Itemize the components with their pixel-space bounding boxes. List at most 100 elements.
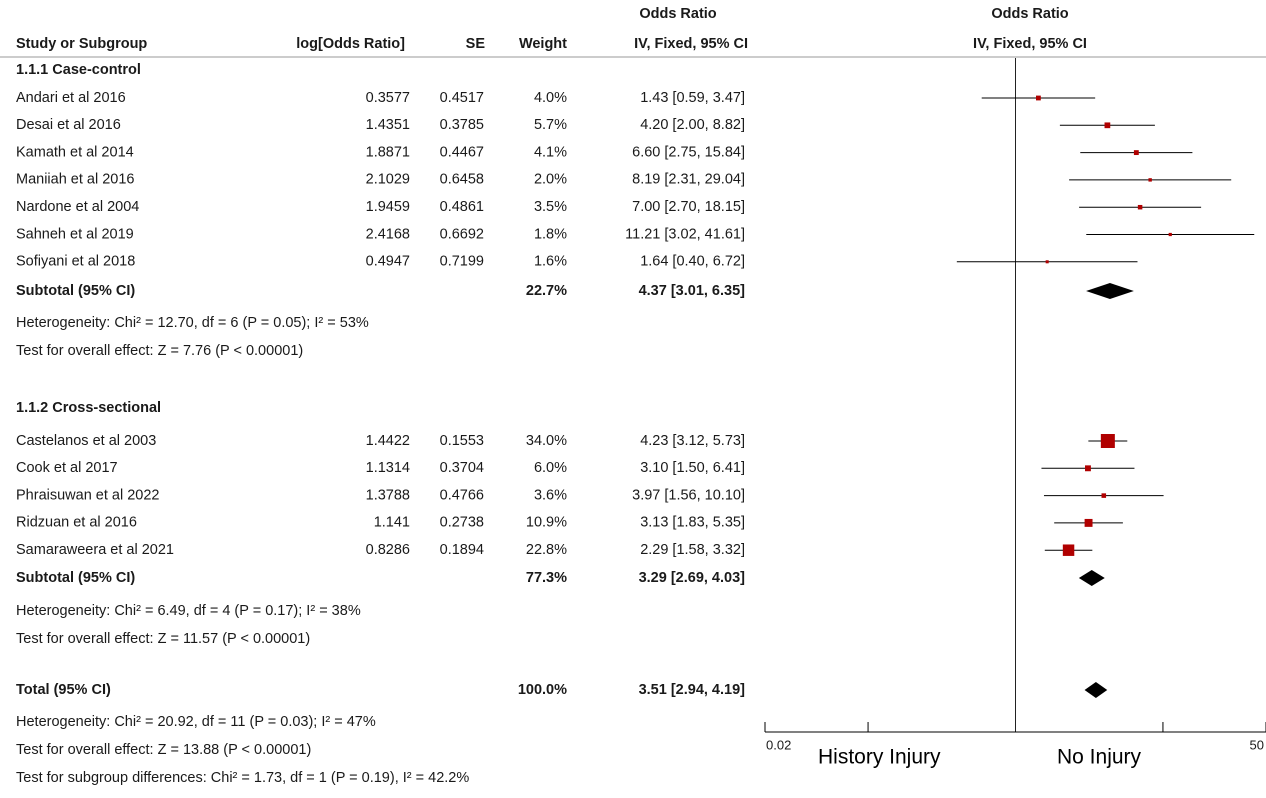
log-odds-ratio: 1.3788: [366, 487, 410, 503]
study-marker: [1104, 122, 1111, 129]
odds-ratio-ci: 3.13 [1.83, 5.35]: [640, 515, 745, 531]
study-name: Andari et al 2016: [16, 90, 126, 106]
overall-effect: Test for overall effect: Z = 11.57 (P < …: [16, 631, 310, 647]
weight: 1.6%: [534, 254, 567, 270]
subtotal-label: Total (95% CI): [16, 682, 111, 698]
study-marker: [1100, 434, 1115, 448]
standard-error: 0.1894: [440, 542, 484, 558]
log-odds-ratio: 1.4351: [366, 117, 410, 133]
weight: 34.0%: [526, 433, 567, 449]
study-name: Sofiyani et al 2018: [16, 254, 135, 270]
odds-ratio-ci: 4.20 [2.00, 8.82]: [640, 117, 745, 133]
log-odds-ratio: 1.1314: [366, 460, 410, 476]
odds-ratio-ci: 3.10 [1.50, 6.41]: [640, 460, 745, 476]
standard-error: 0.4467: [440, 144, 484, 160]
weight: 4.1%: [534, 144, 567, 160]
subtotal-label: Subtotal (95% CI): [16, 570, 135, 586]
column-header: log[Odds Ratio]: [296, 36, 405, 52]
study-marker: [1168, 232, 1172, 237]
study-marker: [1085, 465, 1091, 472]
standard-error: 0.4517: [440, 90, 484, 106]
summary-diamond: [1078, 570, 1105, 586]
standard-error: 0.3704: [440, 460, 484, 476]
subgroup-differences: Test for subgroup differences: Chi² = 1.…: [16, 770, 469, 786]
odds-ratio-ci: 3.29 [2.69, 4.03]: [639, 570, 746, 586]
standard-error: 0.3785: [440, 117, 484, 133]
study-marker: [1133, 150, 1139, 156]
label-box: [1040, 738, 1190, 778]
right-axis-label: No Injury: [1057, 746, 1142, 769]
study-marker: [1084, 518, 1093, 527]
x-tick-label: 50: [1250, 737, 1264, 752]
study-name: Sahneh et al 2019: [16, 226, 134, 242]
weight: 4.0%: [534, 90, 567, 106]
log-odds-ratio: 2.1029: [366, 172, 410, 188]
study-marker: [1045, 260, 1049, 264]
log-odds-ratio: 1.8871: [366, 144, 410, 160]
odds-ratio-ci: 4.23 [3.12, 5.73]: [640, 433, 745, 449]
column-header: IV, Fixed, 95% CI: [634, 36, 748, 52]
group-title: 1.1.2 Cross-sectional: [16, 400, 161, 416]
column-header: Study or Subgroup: [16, 36, 147, 52]
odds-ratio-ci: 2.29 [1.58, 3.32]: [640, 542, 745, 558]
standard-error: 0.1553: [440, 433, 484, 449]
study-name: Samaraweera et al 2021: [16, 542, 174, 558]
heterogeneity: Heterogeneity: Chi² = 12.70, df = 6 (P =…: [16, 315, 369, 331]
weight: 77.3%: [526, 570, 567, 586]
odds-ratio-ci: 7.00 [2.70, 18.15]: [632, 199, 745, 215]
study-name: Phraisuwan et al 2022: [16, 487, 160, 503]
study-name: Castelanos et al 2003: [16, 433, 156, 449]
standard-error: 0.4861: [440, 199, 484, 215]
odds-ratio-ci: 3.97 [1.56, 10.10]: [632, 487, 745, 503]
overall-effect: Test for overall effect: Z = 7.76 (P < 0…: [16, 343, 303, 359]
standard-error: 0.2738: [440, 515, 484, 531]
log-odds-ratio: 0.4947: [366, 254, 410, 270]
odds-ratio-ci: 8.19 [2.31, 29.04]: [632, 172, 745, 188]
log-odds-ratio: 0.3577: [366, 90, 410, 106]
weight: 2.0%: [534, 172, 567, 188]
odds-ratio-ci: 3.51 [2.94, 4.19]: [639, 682, 746, 698]
standard-error: 0.6458: [440, 172, 484, 188]
log-odds-ratio: 2.4168: [366, 226, 410, 242]
label-box: [805, 738, 995, 778]
summary-diamond: [1084, 682, 1108, 698]
weight: 10.9%: [526, 515, 567, 531]
log-odds-ratio: 0.8286: [366, 542, 410, 558]
weight: 22.7%: [526, 283, 567, 299]
summary-diamond: [1086, 283, 1134, 299]
weight: 22.8%: [526, 542, 567, 558]
study-name: Maniiah et al 2016: [16, 172, 135, 188]
heterogeneity: Heterogeneity: Chi² = 6.49, df = 4 (P = …: [16, 603, 361, 619]
study-marker: [1101, 493, 1107, 498]
study-marker: [1137, 204, 1143, 210]
odds-ratio-ci: 6.60 [2.75, 15.84]: [632, 144, 745, 160]
standard-error: 0.6692: [440, 226, 484, 242]
odds-ratio-ci: 1.43 [0.59, 3.47]: [640, 90, 745, 106]
column-header: SE: [466, 36, 486, 52]
study-marker: [1062, 544, 1075, 556]
weight: 1.8%: [534, 226, 567, 242]
study-name: Cook et al 2017: [16, 460, 118, 476]
odds-ratio-ci: 4.37 [3.01, 6.35]: [639, 283, 746, 299]
plot-header: Odds Ratio: [991, 6, 1068, 22]
standard-error: 0.7199: [440, 254, 484, 270]
heterogeneity: Heterogeneity: Chi² = 20.92, df = 11 (P …: [16, 714, 376, 730]
column-header: Odds Ratio: [639, 6, 716, 22]
overall-effect: Test for overall effect: Z = 13.88 (P < …: [16, 742, 311, 758]
weight: 100.0%: [518, 682, 567, 698]
log-odds-ratio: 1.9459: [366, 199, 410, 215]
group-title: 1.1.1 Case-control: [16, 62, 141, 78]
study-name: Desai et al 2016: [16, 117, 121, 133]
odds-ratio-ci: 1.64 [0.40, 6.72]: [640, 254, 745, 270]
log-odds-ratio: 1.141: [374, 515, 410, 531]
study-name: Nardone et al 2004: [16, 199, 139, 215]
study-name: Kamath et al 2014: [16, 144, 134, 160]
weight: 5.7%: [534, 117, 567, 133]
weight: 3.6%: [534, 487, 567, 503]
study-name: Ridzuan et al 2016: [16, 515, 137, 531]
weight: 6.0%: [534, 460, 567, 476]
column-header: Weight: [519, 36, 567, 52]
log-odds-ratio: 1.4422: [366, 433, 410, 449]
subtotal-label: Subtotal (95% CI): [16, 283, 135, 299]
